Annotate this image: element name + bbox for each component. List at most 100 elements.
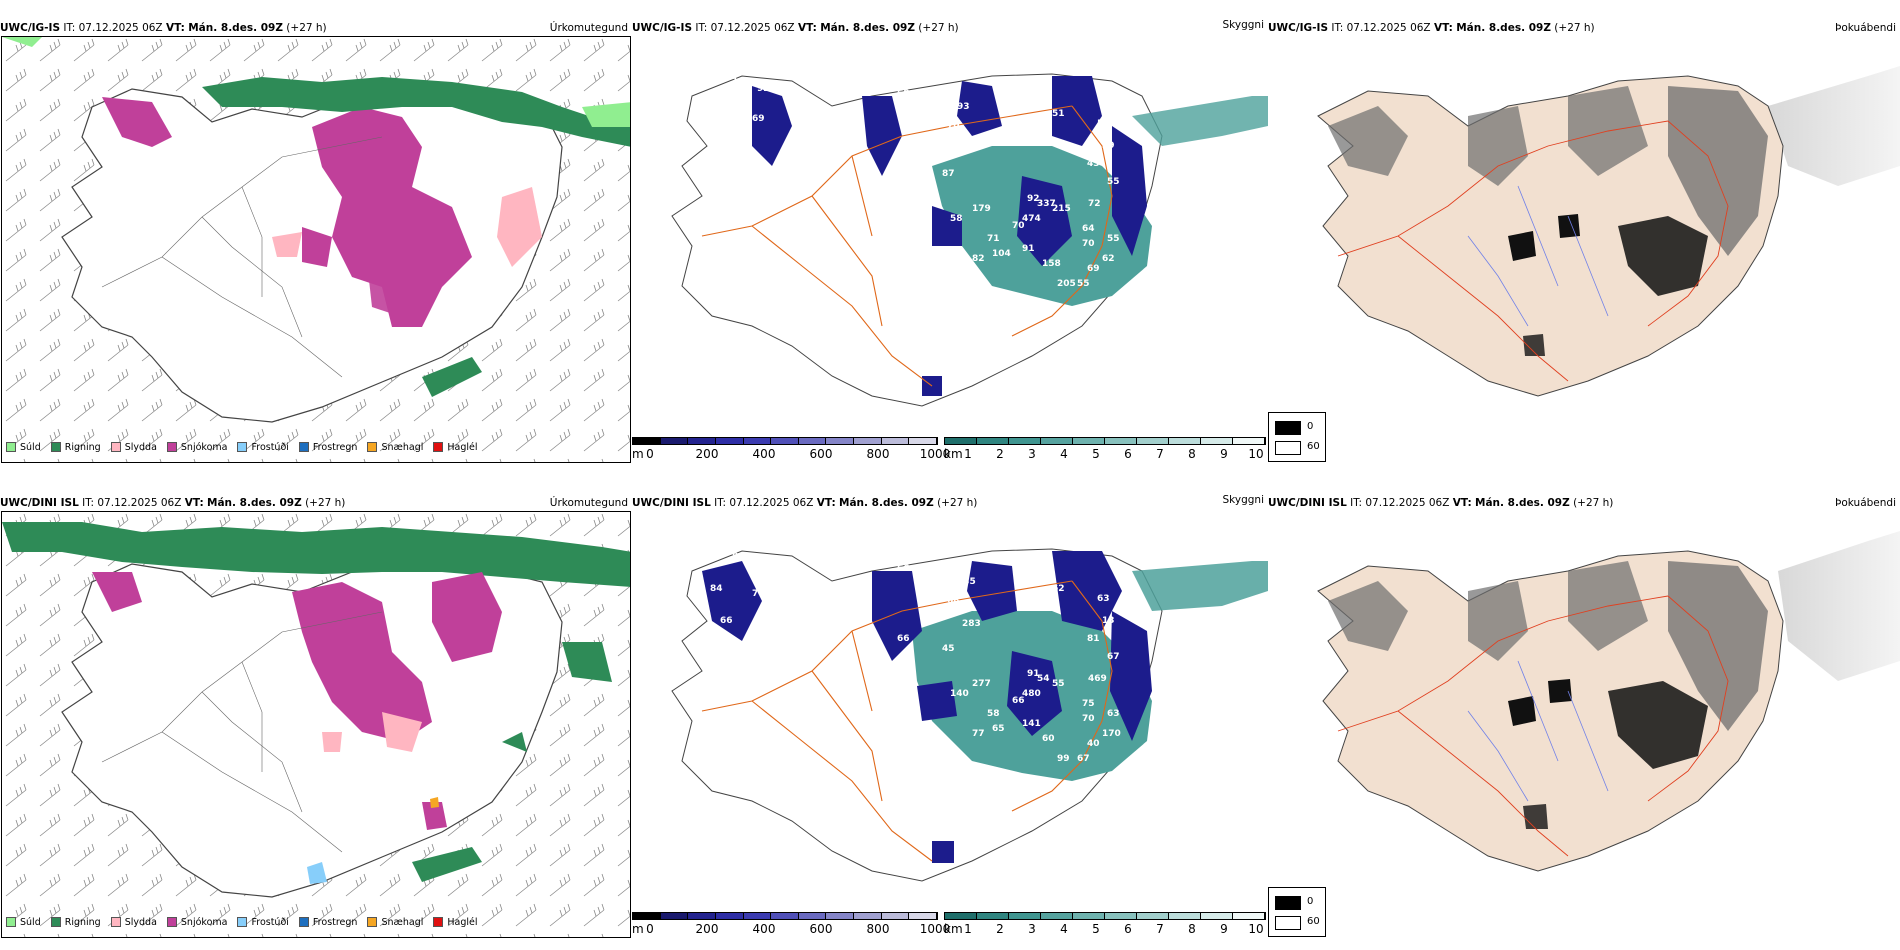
meters-tick: 800 [866,922,890,936]
legend-label: Frostúði [251,916,289,928]
visibility-label: 39 [1102,141,1115,151]
panel-header: UWC/IG-IS IT: 07.12.2025 06Z VT: Mán. 8.… [632,19,1268,36]
visibility-label: 54 [917,574,930,584]
visibility-label: 135 [957,577,976,587]
visibility-navy-areas [752,76,1147,396]
rain-areas [2,522,630,882]
it-value: 07.12.2025 06Z [78,22,163,34]
visibility-label: 66 [1012,696,1025,706]
visibility-label: 81 [720,141,733,151]
fog-legend-white-value: 60 [1307,916,1320,927]
lead-time: (+27 h) [286,22,327,34]
vt-value: Mán. 8.des. 09Z [1475,497,1570,509]
snow-pellets-swatch [367,442,378,452]
fog-legend-black-swatch [1275,421,1301,435]
legend-item-snow: Snjókoma [166,442,227,453]
km-tick: 6 [1124,922,1132,936]
legend-item-hail: Haglél [433,917,478,928]
it-label: IT: [1350,497,1363,509]
km-tick: 9 [1220,447,1228,461]
panel-title: Úrkomutegund [549,497,628,509]
visibility-map: 108 92 85 69 81 77 60 68 56 43 93 70 55 60 87 13 120 56 51… [671,69,1268,407]
freezing-drizzle-swatch [237,442,248,452]
visibility-label: 43 [1087,159,1100,169]
fog-legend-white-swatch [1275,916,1301,930]
vt-value: Mán. 8.des. 09Z [820,22,915,34]
legend-label: Rigning [64,441,101,453]
km-tick: 9 [1220,922,1228,936]
precip-map-frame: Súld Rigning Slydda Snjókoma Frostúði Fr… [1,511,631,938]
visibility-label: 70 [947,121,960,131]
legend-item-hail: Haglél [433,442,478,453]
visibility-label: 63 [1097,594,1110,604]
legend-item-sleet: Slydda [110,441,157,453]
meters-tick: 1000 [919,922,951,936]
precip-type-panel: UWC/IG-IS IT: 07.12.2025 06Z VT: Mán. 8.… [0,0,632,475]
visibility-label: 62 [1102,254,1115,264]
it-value: 07.12.2025 06Z [729,497,814,509]
offshore-fog [1768,66,1900,186]
visibility-label: 43 [917,99,930,109]
sleet-swatch [110,442,121,452]
drizzle-areas [2,37,630,127]
panel-title: Úrkomutegund [549,22,628,34]
km-tick: 5 [1092,447,1100,461]
visibility-label: 120 [1027,79,1046,89]
small-precip-areas [307,797,439,884]
visibility-label: 205 [1057,279,1076,289]
precip-legend: Súld Rigning Slydda Snjókoma Frostúði Fr… [6,436,626,458]
visibility-label: 108 [732,77,751,87]
fog-legend-black-swatch [1275,896,1301,910]
km-tick: 10 [1248,922,1264,936]
visibility-label: 99 [1057,754,1070,764]
drizzle-swatch [6,442,16,452]
meters-tick: 0 [646,922,654,936]
legend-label: Súld [20,441,41,453]
meters-tick: 400 [752,922,776,936]
visibility-label: 64 [1082,224,1095,234]
visibility-label: 215 [1052,204,1071,214]
visibility-label: 77 [732,172,745,182]
hail-swatch [433,917,444,927]
visibility-label: 40 [1087,739,1100,749]
visibility-label: 170 [1102,729,1121,739]
legend-label: Snæhagl [381,916,424,928]
panel-header: UWC/IG-IS IT: 07.12.2025 06Z VT: Mán. 8.… [1268,20,1900,36]
visibility-label: 45 [942,644,955,654]
legend-label: Frostregn [312,916,358,928]
legend-label: Snæhagl [381,441,424,453]
visibility-colorbar-km: km 1 2 3 4 5 6 7 8 9 10 [944,912,1266,940]
legend-label: Slydda [124,916,157,928]
it-value: 07.12.2025 06Z [97,497,182,509]
visibility-label: 67 [1077,754,1090,764]
visibility-label: 469 [1088,674,1107,684]
visibility-label: 58 [950,214,963,224]
lead-time: (+27 h) [305,497,346,509]
meters-unit: m [632,922,644,936]
visibility-label: 60 [952,69,965,79]
visibility-label: 87 [942,169,955,179]
precip-legend: Súld Rigning Slydda Snjókoma Frostúði Fr… [6,911,626,933]
rain-swatch [50,917,61,927]
model-name: UWC/DINI ISL [632,497,711,509]
rain-areas [202,77,630,397]
snow-pellets-swatch [367,917,378,927]
visibility-panel: UWC/IG-IS IT: 07.12.2025 06Z VT: Mán. 8.… [632,0,1268,475]
km-tick: 3 [1028,447,1036,461]
visibility-label: 65 [992,724,1005,734]
km-tick: 4 [1060,447,1068,461]
vt-label: VT: [1433,22,1453,34]
panel-header: UWC/DINI ISL IT: 07.12.2025 06Z VT: Mán.… [632,494,1268,511]
km-tick: 2 [996,447,1004,461]
meters-tick: 200 [695,447,719,461]
fog-map [1317,66,1900,397]
vt-label: VT: [184,497,204,509]
legend-label: Slydda [124,441,157,453]
legend-label: Súld [20,916,41,928]
visibility-labels: 86 63 84 76 66 60 53 66 69 54 135 68 37 66 45 283 12 61 62… [710,544,1121,764]
lead-time: (+27 h) [1573,497,1614,509]
visibility-label: 76 [752,589,765,599]
visibility-label: 92 [757,84,770,94]
visibility-label: 92 [1027,194,1040,204]
visibility-label: 70 [1012,221,1025,231]
